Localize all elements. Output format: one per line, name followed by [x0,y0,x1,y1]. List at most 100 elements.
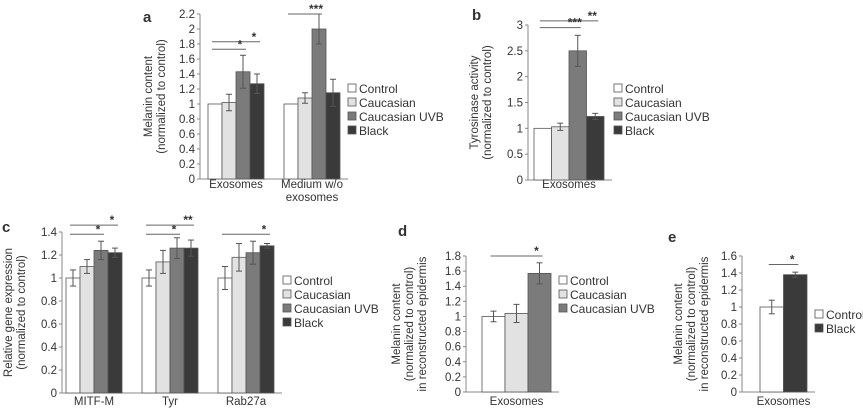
legend-label: Caucasian UVB [294,302,379,316]
x-tick-label: Exosomes [209,179,263,191]
y-tick-label: 0.4 [179,144,196,156]
bar-caucasian [155,261,171,394]
y-tick-label: 1.5 [507,98,523,110]
bar-control [283,103,299,180]
y-tick-label: 0.4 [445,357,462,369]
panel-label: c [2,219,10,236]
y-tick-label: 1.2 [41,250,57,262]
y-tick-label: 0.4 [41,342,58,354]
y-tick-label: 0.5 [507,149,523,161]
legend-swatch [347,111,357,121]
y-tick-label: 0 [455,387,461,399]
significance-label: *** [568,16,582,30]
bar-black [249,83,265,180]
legend-swatch [282,303,292,313]
y-axis-label: Relative gene expression [3,248,15,377]
bar-control [217,277,233,394]
y-tick-label: 0.8 [41,296,57,308]
bar-caucasian-uvb [169,247,185,394]
legend-swatch [347,125,357,135]
y-tick-label: 1.6 [179,54,195,66]
x-tick-label: Tyr [162,396,178,408]
significance-label: * [252,30,257,44]
y-tick-label: 1 [189,99,195,111]
y-tick-label: 0 [731,387,737,399]
legend-label: Black [359,124,389,138]
bar-control [533,127,552,181]
legend-swatch [282,275,292,285]
panel-label: d [398,223,407,240]
bar-caucasian-uvb [93,249,109,394]
y-tick-label: 1.6 [721,251,737,263]
y-tick-label: 2 [517,72,523,84]
panel-e: e 0 0.2 0.4 0.6 0.8 1 1.2 1.4 1.6 Melanin content(… [668,229,863,408]
bar-caucasian-uvb [311,28,327,180]
legend-label: Caucasian [294,288,351,302]
legend-swatch [347,97,357,107]
y-tick-label: 0.2 [179,159,195,171]
y-axis-label: Melanin content [143,55,155,137]
significance-label: * [238,37,243,51]
bar-caucasian [221,102,237,180]
legend-swatch [613,125,623,135]
legend-label: Black [625,124,655,138]
y-tick-label: 0.4 [721,353,738,365]
panel-a: a 0 0.2 0.4 0.6 0.8 1 1.2 1.4 1.6 1.8 2 2.2 Melanin c… [143,2,444,204]
legend-label: Black [826,322,856,336]
y-tick-label: 2.5 [507,46,523,58]
panel-label: b [472,7,481,24]
legend-swatch [347,83,357,93]
y-axis-label: (normalized to control) [404,267,416,382]
significance-label: * [534,244,539,258]
legend-swatch [814,309,824,319]
significance-label: * [110,213,115,227]
legend-label: Black [294,316,324,330]
significance-label: * [96,222,101,236]
significance-label: ** [588,9,598,23]
y-tick-label: 0.6 [179,129,195,141]
y-axis-label: (normalized to control) [482,45,494,160]
y-tick-label: 1.4 [721,268,738,280]
legend-swatch [282,289,292,299]
y-tick-label: 1 [51,273,57,285]
legend-label: Caucasian UVB [625,110,710,124]
legend-label: Caucasian [625,96,682,110]
y-tick-label: 0.6 [721,336,737,348]
panel-d: d 0 0.2 0.4 0.6 0.8 1 1.2 1.4 1.6 1.8 Melanin conte… [391,223,655,408]
significance-label: ** [183,213,193,227]
legend-swatch [558,275,568,285]
y-tick-label: 1.8 [445,251,461,263]
y-tick-label: 2.2 [179,9,195,21]
legend-swatch [282,317,292,327]
significance-label: * [790,253,795,267]
y-tick-label: 1 [731,302,737,314]
y-tick-label: 1 [455,311,461,323]
y-tick-label: 1.6 [445,266,461,278]
bar-caucasian [551,126,570,181]
y-axis-label: Tyrosinase activity [469,55,481,149]
y-tick-label: 1.4 [41,227,58,239]
y-axis-label: in reconstructed epidermis [699,256,711,391]
x-tick-label: MITF-M [74,396,114,408]
y-axis-label: (normalized to control) [16,255,28,370]
y-tick-label: 2 [189,24,195,36]
bar-control [65,277,81,394]
legend-label: Control [294,274,333,288]
panel-label: e [668,229,676,246]
panel-b: b 0 0.5 1 1.5 2 2.5 3 Tyrosinase activity (normal… [469,7,710,191]
legend-label: Caucasian [570,288,627,302]
x-tick-label: Rab27a [226,396,267,408]
legend-swatch [558,289,568,299]
y-tick-label: 0 [189,174,195,186]
y-tick-label: 0.2 [721,370,737,382]
legend-label: Caucasian UVB [570,302,655,316]
legend-label: Caucasian [359,96,416,110]
y-axis-label: (normalized to control) [156,39,168,154]
bar-caucasian-uvb [568,50,587,181]
legend-label: Control [570,274,609,288]
y-tick-label: 0.8 [179,114,195,126]
bar-black [107,252,123,394]
y-axis-label: Melanin content [391,283,403,365]
y-tick-label: 0.6 [445,342,461,354]
